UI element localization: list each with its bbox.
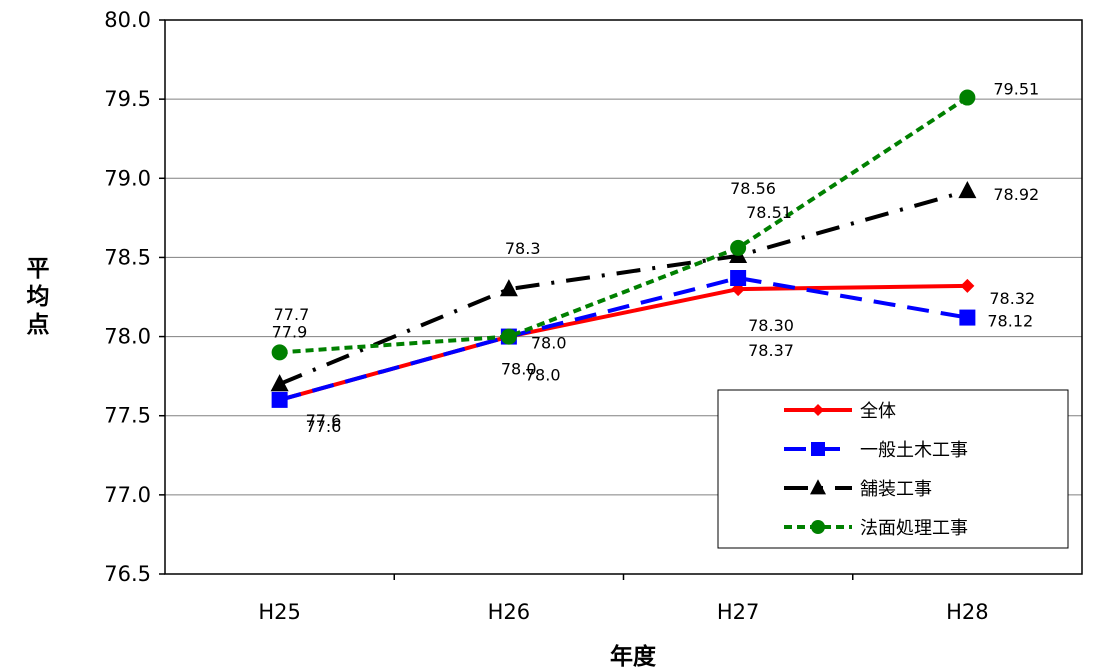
data-label: 78.37 [748, 341, 794, 360]
data-label: 78.0 [501, 360, 537, 379]
y-tick-label: 78.5 [104, 245, 151, 269]
legend-item: 一般土木工事 [784, 440, 968, 461]
legend-item: 舗装工事 [784, 479, 932, 500]
data-label: 78.30 [748, 316, 794, 335]
series-line [279, 276, 968, 402]
diamond-marker [812, 404, 824, 416]
y-tick-label: 78.0 [104, 325, 151, 349]
legend-box [717, 389, 1069, 549]
data-label: 77.6 [306, 417, 342, 436]
triangle-marker [499, 279, 518, 297]
circle-marker [500, 328, 517, 345]
data-label: 77.9 [272, 322, 308, 341]
square-marker [271, 391, 288, 408]
y-tick-label: 76.5 [104, 562, 151, 586]
data-label: 78.92 [993, 185, 1039, 204]
diamond-marker [960, 278, 975, 293]
legend-label: 法面処理工事 [860, 518, 968, 539]
data-label: 78.32 [989, 289, 1035, 308]
circle-marker [730, 239, 747, 256]
x-axis-title: 年度 [610, 643, 657, 670]
legend-label: 全体 [860, 401, 896, 422]
x-tick-label: H25 [258, 600, 301, 624]
y-tick-label: 79.0 [104, 166, 151, 190]
y-axis-title-char: 平 [27, 256, 50, 282]
series-line [278, 189, 968, 386]
square-marker [730, 270, 747, 287]
x-tick-label: H28 [946, 600, 989, 624]
data-label: 78.51 [746, 203, 792, 222]
legend-item: 全体 [784, 401, 896, 422]
y-tick-label: 77.5 [104, 404, 151, 428]
circle-marker [811, 520, 825, 534]
legend-label: 舗装工事 [860, 479, 932, 500]
y-axis-title-char: 均 [27, 283, 50, 310]
y-tick-label: 79.5 [104, 87, 151, 111]
circle-marker [959, 89, 976, 106]
x-axis-ticks: H25 H26 H27 H28 [258, 574, 989, 624]
legend-label: 一般土木工事 [860, 440, 968, 461]
data-label: 77.7 [274, 305, 310, 324]
series-group [270, 89, 977, 408]
data-label: 78.12 [987, 312, 1033, 331]
circle-marker [271, 344, 288, 361]
triangle-marker [958, 181, 977, 199]
x-tick-label: H26 [488, 600, 531, 624]
data-label: 78.0 [525, 366, 561, 385]
x-tick-label: H27 [717, 600, 760, 624]
data-labels: 77.6 78.0 78.30 78.32 77.6 78.0 78.37 78.12 77.7… [272, 80, 1040, 436]
triangle-marker [270, 374, 289, 392]
data-label: 77.6 [306, 411, 342, 430]
data-label: 78.56 [730, 179, 776, 198]
y-axis-title: 平均点 [27, 256, 50, 338]
y-tick-label: 77.0 [104, 483, 151, 507]
legend-item: 法面処理工事 [784, 518, 968, 539]
data-label: 78.0 [531, 334, 567, 353]
square-marker [959, 309, 976, 326]
gridlines [165, 19, 1082, 575]
y-tick-label: 80.0 [104, 8, 151, 32]
triangle-marker [810, 479, 826, 495]
series-line [279, 95, 969, 355]
data-label: 78.3 [505, 239, 541, 258]
y-axis-ticks: 76.5 77.0 77.5 78.0 78.5 79.0 79.5 80.0 [104, 8, 165, 586]
square-marker [811, 442, 825, 456]
data-label: 79.51 [993, 80, 1039, 99]
y-axis-title-char: 点 [27, 312, 50, 338]
series-3 [271, 89, 976, 361]
